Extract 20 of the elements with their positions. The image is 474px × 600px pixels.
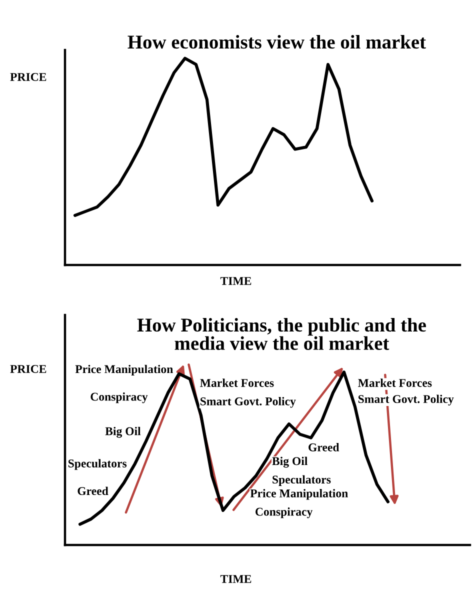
annotation: Price Manipulation (75, 364, 173, 376)
y-axis-title: PRICE (10, 365, 46, 373)
annotation: Speculators (272, 475, 331, 486)
annotation: Market Forces (358, 378, 432, 387)
annotation: Conspiracy (256, 507, 313, 518)
annotation: Big Oil (272, 456, 308, 468)
annotation: Greed (308, 443, 340, 452)
annotation: Smart Govt. Policy (200, 397, 296, 408)
annotation: Big Oil (105, 426, 141, 438)
annotation: Greed (78, 486, 108, 496)
chart-title: How Politicians, the public and the media view the oil market (137, 318, 426, 350)
y-axis-title: PRICE (10, 73, 46, 81)
x-axis-title: TIME (220, 575, 252, 583)
annotation: Speculators (68, 459, 127, 470)
annotation: Conspiracy (90, 392, 148, 404)
x-axis-title: TIME (220, 277, 252, 285)
annotation: Market Forces (200, 378, 274, 387)
chart-title: How economists view the oil market (128, 35, 426, 49)
annotation: Smart Govt. Policy (358, 394, 454, 406)
annotation: Price Manipulation (250, 489, 348, 500)
